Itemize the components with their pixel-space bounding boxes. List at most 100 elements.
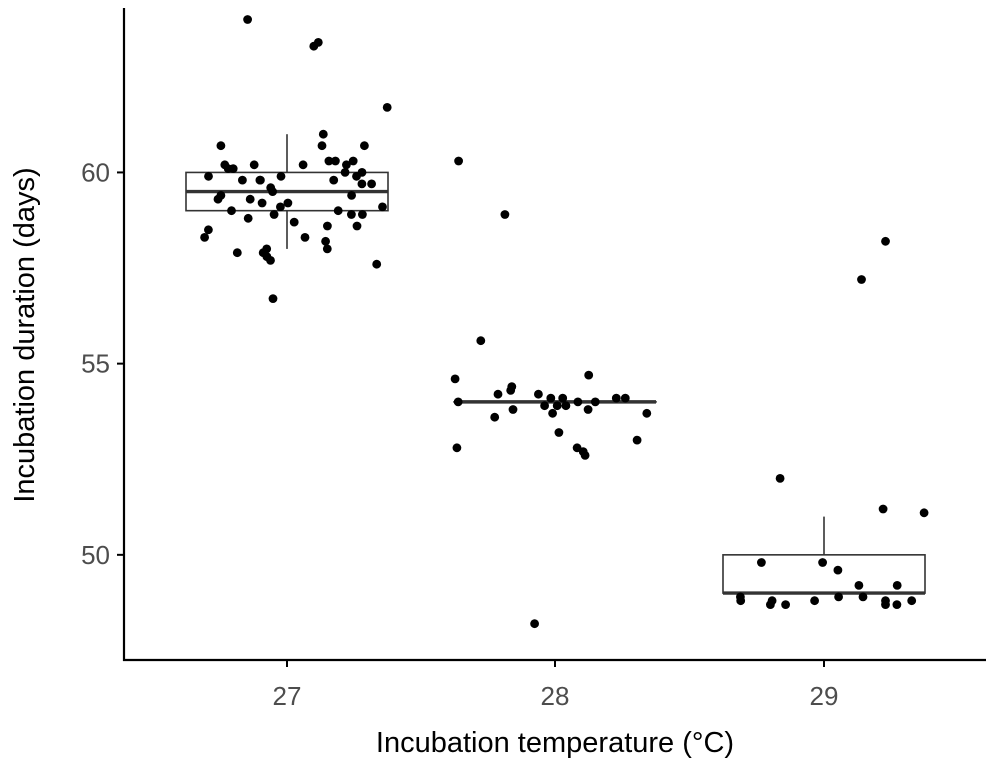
data-point: [289, 217, 299, 227]
data-point: [347, 210, 356, 219]
data-point: [357, 179, 367, 189]
data-point: [810, 596, 819, 606]
data-point: [775, 474, 785, 483]
data-point: [331, 156, 340, 166]
data-point: [453, 397, 463, 407]
data-point: [452, 443, 462, 453]
data-point: [269, 210, 279, 219]
data-point: [919, 508, 929, 518]
data-point: [561, 401, 571, 411]
box-27: [185, 134, 389, 249]
x-tick-label: 27: [273, 681, 302, 711]
data-point: [548, 408, 557, 418]
data-point: [204, 171, 213, 181]
data-point: [781, 600, 790, 609]
data-point: [227, 206, 236, 216]
data-point: [892, 581, 902, 590]
data-point: [506, 386, 516, 395]
data-point: [834, 592, 843, 602]
data-point: [546, 393, 556, 403]
data-point: [243, 213, 253, 223]
data-point: [858, 592, 868, 602]
data-point: [352, 221, 362, 231]
data-point: [243, 15, 253, 24]
data-point: [382, 103, 392, 112]
data-point: [573, 397, 583, 407]
data-point: [200, 233, 210, 242]
data-point: [204, 225, 213, 235]
data-point: [348, 156, 358, 166]
data-point: [249, 160, 259, 170]
data-point: [493, 389, 503, 399]
data-point: [500, 210, 510, 219]
data-point: [620, 393, 630, 403]
data-point: [257, 198, 267, 208]
data-point: [892, 600, 902, 609]
data-point: [833, 565, 843, 575]
data-point: [552, 401, 562, 411]
data-point: [476, 336, 486, 346]
data-point: [333, 206, 343, 216]
data-point: [360, 141, 369, 151]
y-tick-label: 60: [81, 157, 110, 187]
y-axis-ticks: 50 55 60: [81, 157, 124, 570]
data-point: [232, 248, 242, 258]
data-point: [878, 504, 888, 514]
data-point: [276, 202, 285, 212]
data-point: [454, 156, 463, 166]
data-point: [352, 171, 361, 181]
data-point: [283, 198, 293, 208]
data-point: [268, 187, 277, 197]
x-tick-label: 29: [810, 681, 839, 711]
data-point: [378, 202, 387, 212]
data-point: [238, 175, 247, 185]
data-point: [321, 236, 330, 246]
y-axis-title: Incubation duration (days): [9, 167, 41, 502]
data-point: [216, 141, 226, 151]
data-point: [347, 191, 356, 200]
data-point: [300, 233, 310, 242]
data-point: [642, 408, 652, 418]
data-point: [554, 428, 564, 437]
data-point: [342, 160, 351, 170]
data-point: [309, 41, 319, 51]
data-point: [583, 405, 593, 414]
data-point: [223, 164, 233, 174]
data-point: [358, 210, 367, 219]
data-point: [534, 389, 543, 399]
y-tick-label: 50: [81, 540, 110, 570]
data-point: [530, 619, 539, 629]
data-point: [322, 244, 332, 254]
box-29: [722, 516, 926, 595]
data-point: [245, 194, 255, 204]
data-point: [372, 259, 382, 269]
data-point: [324, 156, 334, 166]
x-axis-ticks: 27 28 29: [273, 660, 839, 711]
data-point: [317, 141, 327, 151]
data-point: [318, 129, 328, 139]
data-point: [266, 256, 275, 265]
data-point: [367, 179, 376, 189]
data-point: [540, 401, 549, 411]
data-point: [450, 374, 460, 384]
data-point: [256, 175, 265, 185]
data-point: [766, 600, 775, 609]
data-point: [213, 194, 223, 204]
data-point: [276, 171, 286, 181]
data-point: [736, 596, 746, 606]
y-tick-label: 55: [81, 349, 110, 379]
data-point: [881, 236, 890, 246]
data-point: [757, 558, 766, 567]
data-point: [611, 393, 621, 403]
data-point: [584, 370, 594, 380]
data-point: [298, 160, 308, 170]
box-plots: [185, 134, 926, 595]
data-points: [200, 15, 929, 629]
data-point: [558, 393, 568, 403]
data-point: [857, 275, 866, 284]
x-axis-title: Incubation temperature (°C): [376, 727, 734, 759]
data-point: [490, 412, 500, 422]
data-point: [329, 175, 339, 185]
data-point: [881, 600, 890, 609]
